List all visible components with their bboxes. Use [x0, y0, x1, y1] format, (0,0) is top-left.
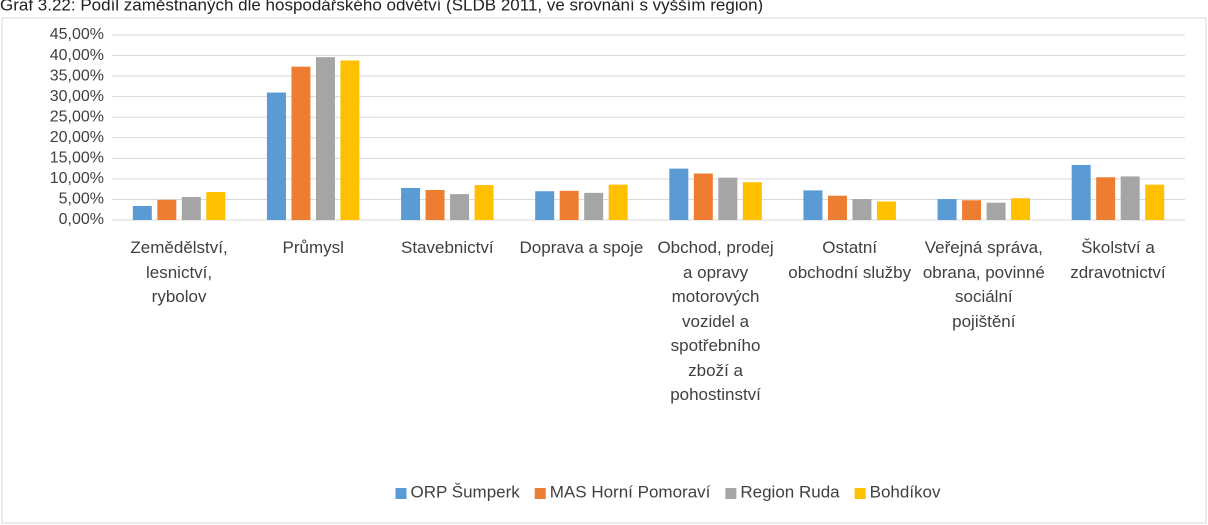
bar — [206, 192, 226, 220]
bar — [1120, 176, 1140, 220]
y-tick-label: 35,00% — [50, 67, 104, 84]
x-tick-label: Ostatní obchodní služby — [788, 238, 912, 282]
bar — [157, 199, 177, 220]
x-tick-label: Školství a zdravotnictví — [1070, 238, 1166, 282]
y-tick-label: 15,00% — [50, 150, 104, 167]
x-tick-label: Průmysl — [282, 238, 344, 257]
bar — [718, 177, 738, 220]
x-tick-label: Zemědělství, lesnictví, rybolov — [130, 238, 228, 306]
bar — [1096, 177, 1116, 220]
y-tick-label: 45,00% — [50, 26, 104, 43]
bar — [827, 195, 847, 220]
bar — [876, 201, 896, 220]
legend-swatch — [534, 488, 546, 499]
y-tick-label: 30,00% — [50, 88, 104, 105]
legend-label: Region Ruda — [740, 482, 840, 501]
x-tick-label: Doprava a spoje — [519, 238, 644, 257]
legend-label: MAS Horní Pomoraví — [550, 482, 711, 501]
y-tick-label: 40,00% — [50, 47, 104, 64]
bar — [693, 173, 713, 220]
bar — [340, 60, 360, 220]
bar — [962, 200, 982, 220]
x-tick-label: Veřejná správa, obrana, povinné sociální… — [922, 238, 1045, 331]
bar — [315, 57, 335, 221]
legend-label: ORP Šumperk — [410, 482, 520, 501]
y-tick-label: 10,00% — [50, 170, 104, 187]
bar — [401, 187, 421, 220]
bar — [1145, 184, 1165, 220]
bar — [535, 191, 555, 220]
y-tick-label: 20,00% — [50, 129, 104, 146]
bar — [803, 190, 823, 220]
y-tick-label: 0,00% — [59, 211, 104, 228]
bar — [425, 189, 445, 220]
bar — [608, 184, 628, 220]
legend-swatch — [725, 488, 737, 499]
bar — [132, 206, 152, 220]
chart-title: Graf 3.22: Podíl zaměstnaných dle hospod… — [0, 0, 763, 14]
bar — [986, 202, 1006, 220]
bar — [559, 190, 579, 220]
bar — [742, 182, 762, 220]
legend-label: Bohdíkov — [870, 482, 941, 501]
bar — [669, 168, 689, 220]
y-tick-label: 25,00% — [50, 108, 104, 125]
y-tick-label: 5,00% — [59, 191, 104, 208]
legend-swatch — [854, 488, 866, 499]
bar — [181, 196, 201, 220]
bar — [584, 192, 604, 220]
x-tick-label: Stavebnictví — [401, 238, 494, 257]
bar — [266, 92, 286, 220]
legend-swatch — [395, 488, 407, 499]
bar — [450, 194, 470, 220]
bar — [1011, 198, 1031, 220]
bar — [852, 199, 872, 220]
x-tick-label: Obchod, prodej a opravy motorových vozid… — [657, 238, 774, 404]
bar — [937, 199, 957, 220]
chart-frame — [1, 17, 1207, 524]
bar — [1071, 164, 1091, 220]
bar — [474, 185, 494, 220]
bar — [291, 66, 311, 221]
